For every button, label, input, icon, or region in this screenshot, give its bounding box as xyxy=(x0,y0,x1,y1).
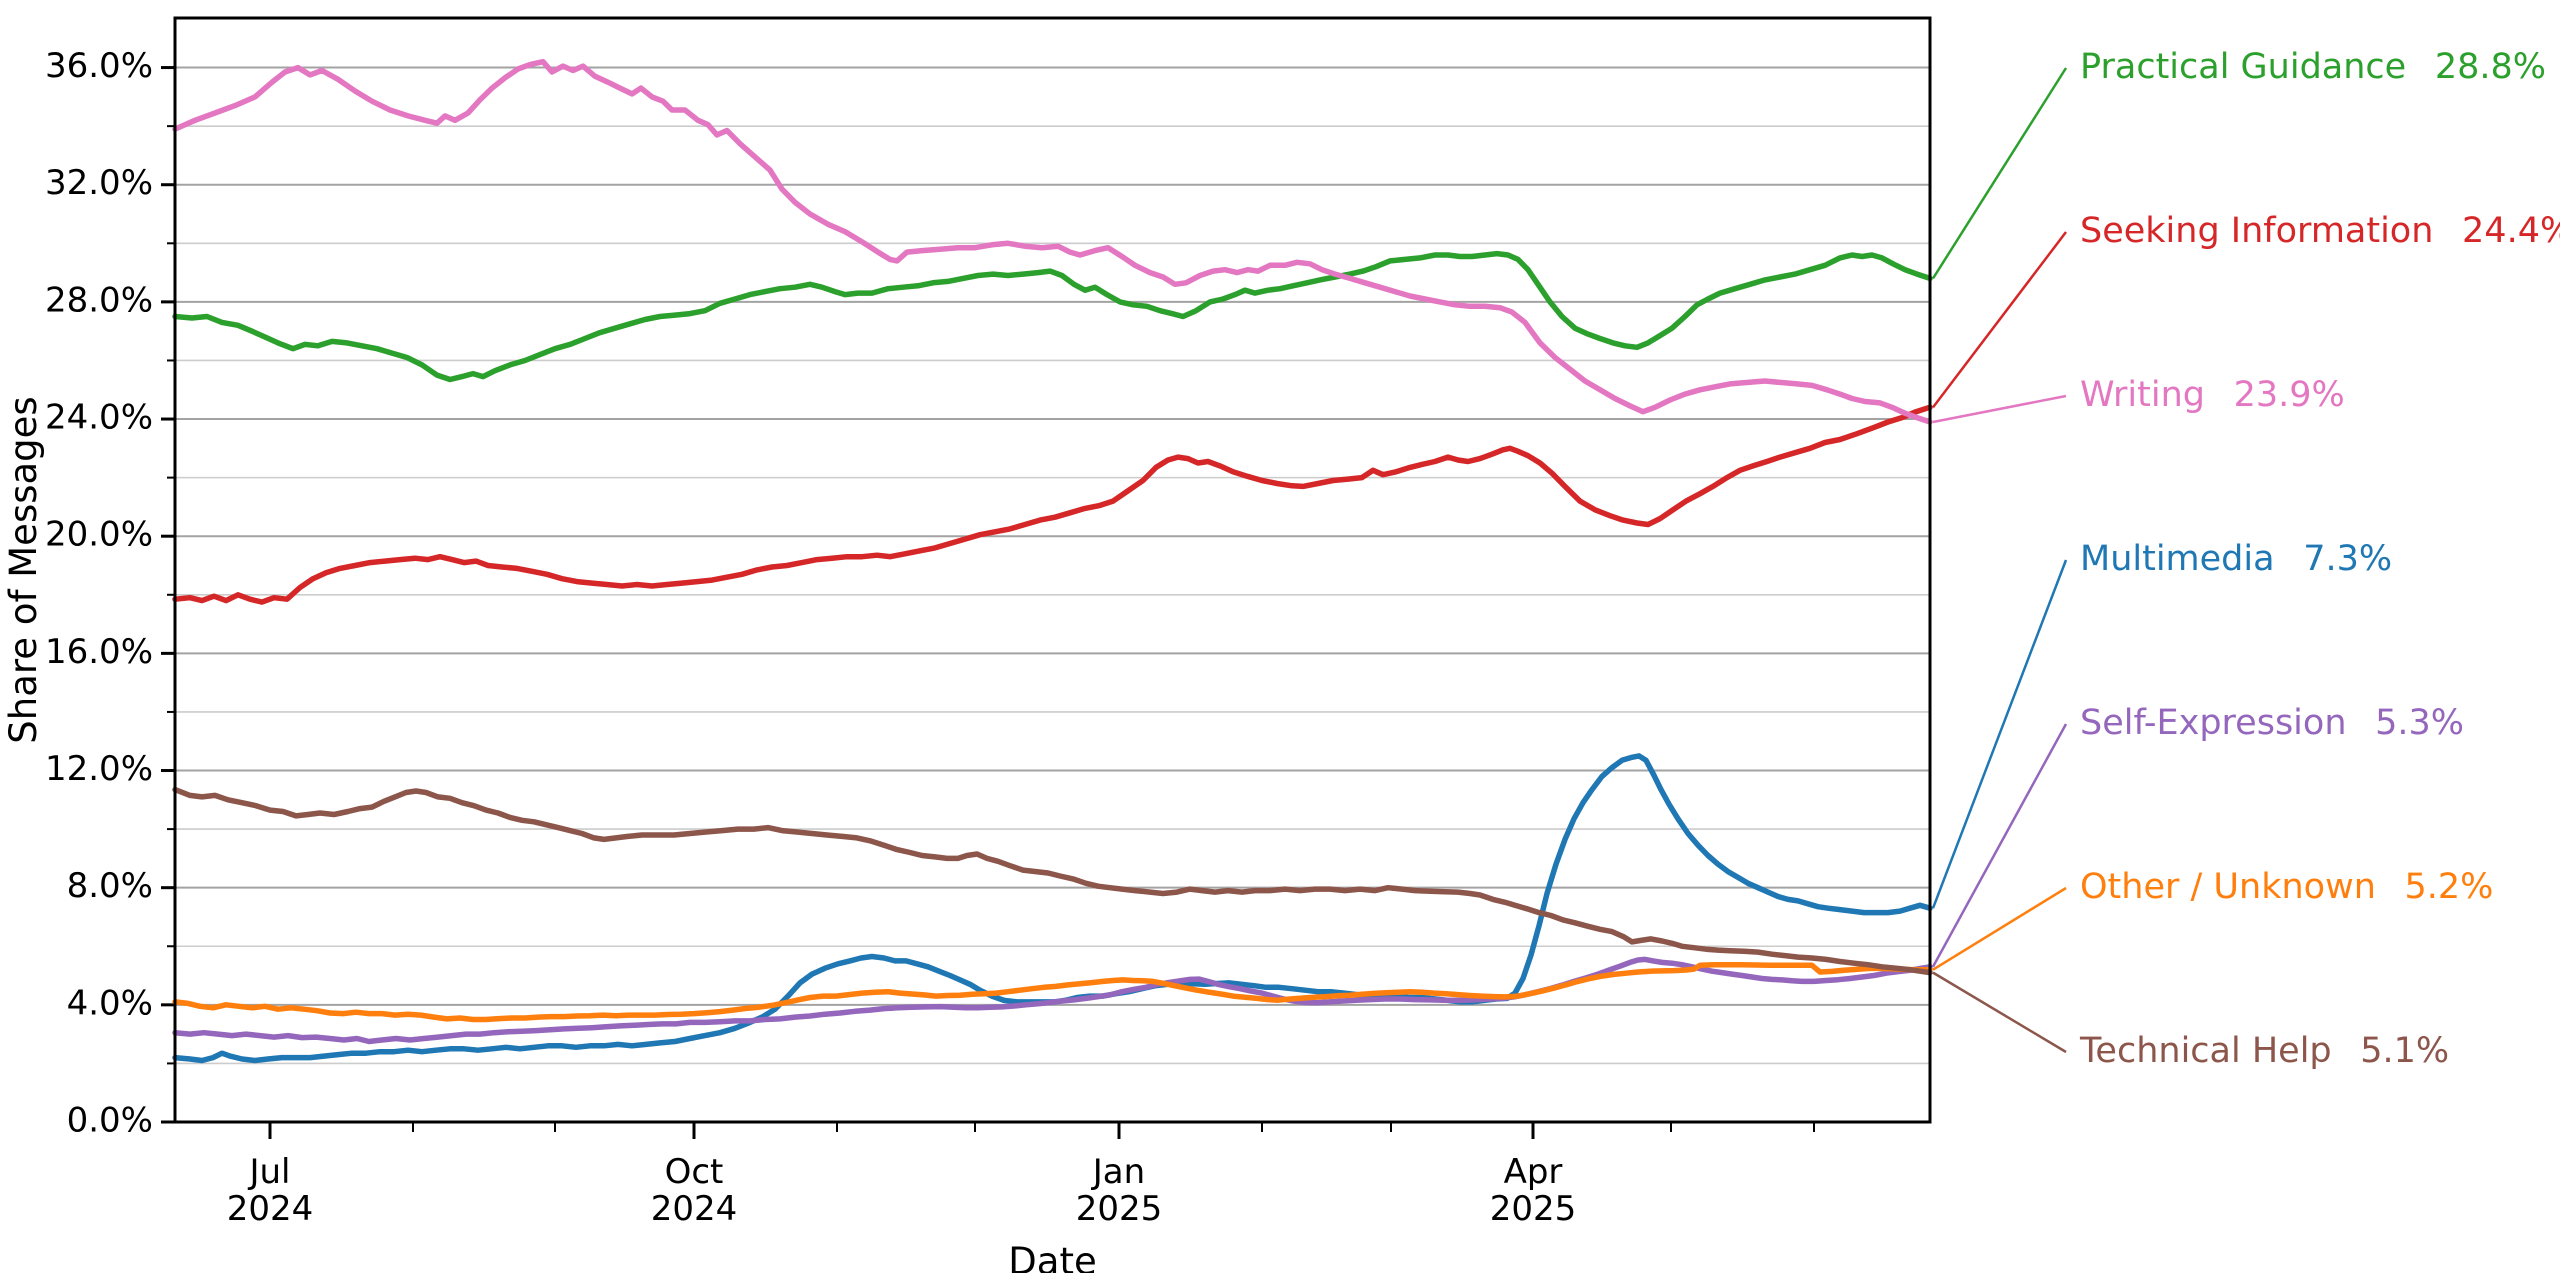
legend-label: Practical Guidance 28.8% xyxy=(2080,47,2546,87)
plot-border xyxy=(173,16,1932,1124)
x-tick-label-month: Apr xyxy=(1504,1152,1563,1192)
y-tick-label: 24.0% xyxy=(45,398,153,438)
x-tick-label-year: 2024 xyxy=(227,1189,314,1229)
legend-leader-line xyxy=(1931,67,2068,280)
legend-label: Seeking Information 24.4% xyxy=(2080,211,2560,251)
y-tick-label: 32.0% xyxy=(45,163,153,203)
plot-frame xyxy=(173,16,1932,1124)
series-line-technical-help xyxy=(172,786,1933,976)
legend-label: Writing 23.9% xyxy=(2080,375,2345,415)
x-tick-label-month: Oct xyxy=(665,1152,724,1192)
series-lines xyxy=(172,58,1933,1064)
y-tick-label: 0.0% xyxy=(67,1101,153,1141)
gridlines xyxy=(175,66,1930,1065)
legend-label: Other / Unknown 5.2% xyxy=(2080,867,2493,907)
legend-leader-line xyxy=(1932,971,2067,1054)
legend-label: Self-Expression 5.3% xyxy=(2080,703,2464,743)
y-tick-label: 4.0% xyxy=(67,983,153,1023)
y-axis-title: Share of Messages xyxy=(2,396,45,743)
y-tick-label: 20.0% xyxy=(45,515,153,555)
legend-label: Multimedia 7.3% xyxy=(2080,539,2392,579)
x-tick-label-year: 2024 xyxy=(651,1189,738,1229)
y-tick-label: 12.0% xyxy=(45,749,153,789)
series-line-multimedia xyxy=(172,753,1933,1064)
legend-label: Technical Help 5.1% xyxy=(2079,1031,2449,1071)
series-line-practical-guidance xyxy=(172,250,1933,383)
series-line-writing xyxy=(172,58,1933,425)
x-tick-label-year: 2025 xyxy=(1076,1189,1163,1229)
y-tick-label: 28.0% xyxy=(45,280,153,320)
x-tick-label-month: Jul xyxy=(247,1152,290,1192)
legend-leader-line xyxy=(1932,231,2067,409)
y-tick-label: 16.0% xyxy=(45,632,153,672)
legend-leader-line xyxy=(1931,559,2068,909)
x-tick-label-month: Jan xyxy=(1091,1152,1145,1192)
series-line-other-unknown xyxy=(172,961,1933,1023)
x-axis-title: Date xyxy=(1008,1240,1096,1273)
y-tick-label: 8.0% xyxy=(67,866,153,906)
legend-leader-line xyxy=(1932,394,2067,424)
y-tick-label: 36.0% xyxy=(45,46,153,86)
axis-titles: Share of Messages Date xyxy=(2,396,1097,1273)
y-axis: 0.0% 4.0% 8.0% 12.0% 16.0% 20.0% 24.0% 28.0% 32.… xyxy=(45,46,175,1141)
legend-leader-line xyxy=(1931,723,2068,968)
legend: Practical Guidance 28.8% Seeking Informat… xyxy=(1931,47,2560,1071)
x-tick-label-year: 2025 xyxy=(1490,1189,1577,1229)
series-line-seeking-information xyxy=(172,404,1933,605)
legend-leader-line xyxy=(1932,886,2067,971)
series-line-self-expression xyxy=(172,956,1933,1045)
